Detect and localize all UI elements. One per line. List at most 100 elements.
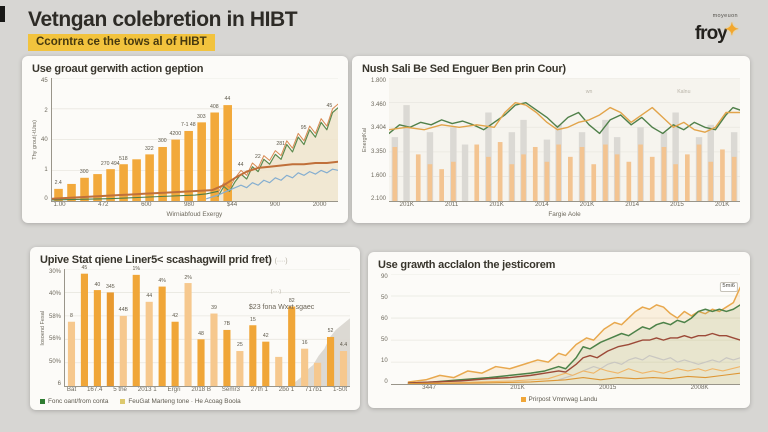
line-series bbox=[408, 373, 740, 383]
bar bbox=[66, 183, 76, 202]
bar bbox=[556, 144, 561, 202]
y-axis-ticks: 1.800 3.460 3.404 3.350 1.600 2.100 bbox=[371, 78, 386, 202]
y-tick: 3.350 bbox=[371, 148, 387, 155]
chart-title: Use grawth acclalon the jesticorem bbox=[378, 259, 740, 271]
bar bbox=[427, 164, 433, 202]
x-tick: 2014 bbox=[625, 201, 640, 209]
chart-title-text: Use groaut gerwith action geption bbox=[32, 63, 204, 75]
x-axis-ticks: 3447 201K 20015 2008K bbox=[391, 384, 740, 392]
chart-body: EnergtKal 1.800 3.460 3.404 3.350 1.600 2.100… bbox=[362, 78, 740, 218]
y-tick: 50% bbox=[49, 358, 62, 365]
chart-canvas bbox=[52, 78, 338, 202]
line-series bbox=[218, 108, 338, 197]
bar bbox=[509, 164, 515, 202]
chart-card-growth-action: Use groaut gerwith action geption Thy gr… bbox=[22, 56, 348, 223]
legend-label: FeuGat Marteng tone · He Acoag Boola bbox=[128, 398, 241, 405]
bar bbox=[544, 161, 550, 202]
bar bbox=[197, 122, 206, 202]
bar bbox=[485, 112, 492, 202]
chart-title: Use groaut gerwith action geption bbox=[32, 63, 338, 75]
chart-legend: Fonc oant/from conta FeuGat Marteng tone … bbox=[40, 394, 350, 405]
bar bbox=[301, 348, 309, 387]
x-tick: 600 bbox=[141, 201, 152, 209]
bar bbox=[171, 321, 179, 387]
bar bbox=[288, 306, 296, 387]
header-titles: Vetngan colebretion in HIBT Ccorntra ce … bbox=[28, 8, 298, 51]
legend-label: Prirpost Vmrrwag Landu bbox=[528, 396, 598, 403]
x-tick: Bat bbox=[66, 386, 77, 394]
chart-body: Iosoend Fesal 30% 40% 58% 56% 50% 6 8 45 40 345 4… bbox=[40, 265, 350, 394]
y-tick: 60 bbox=[381, 316, 388, 323]
bar bbox=[461, 144, 469, 202]
bar bbox=[579, 146, 585, 202]
legend-item: FeuGat Marteng tone · He Acoag Boola bbox=[120, 398, 241, 405]
x-tick: 2bo 1 bbox=[278, 386, 295, 394]
y-axis-ticks: 90 50 60 50 10 0 bbox=[381, 274, 388, 385]
chart-canvas bbox=[391, 274, 740, 385]
bar bbox=[603, 144, 608, 202]
x-tick: 2015 bbox=[670, 201, 684, 209]
x-tick: 472 bbox=[98, 201, 109, 209]
logo-text: froy bbox=[694, 22, 728, 44]
x-tick: 2000 bbox=[312, 201, 327, 209]
y-tick: 56% bbox=[49, 336, 62, 343]
bar bbox=[223, 105, 232, 202]
line-series bbox=[408, 305, 740, 383]
chart-title-suffix: (····) bbox=[274, 258, 288, 265]
bar bbox=[171, 139, 180, 202]
line-area-fill bbox=[408, 287, 740, 385]
chart-card-growth-lines: Use grawth acclalon the jesticorem 90 50 6… bbox=[368, 252, 750, 408]
bar bbox=[451, 161, 456, 202]
bar bbox=[53, 188, 63, 202]
bar bbox=[80, 273, 89, 387]
x-tick: 2011 bbox=[445, 201, 459, 209]
y-tick: 3.460 bbox=[371, 101, 387, 108]
y-tick: 1.800 bbox=[371, 78, 387, 84]
header: Vetngan colebretion in HIBT Ccorntra ce … bbox=[0, 0, 768, 51]
bar bbox=[439, 169, 445, 202]
bar bbox=[105, 169, 115, 202]
chart-title-text: Nush Sali Be Sed Enguer Ben prin Cour) bbox=[362, 63, 566, 75]
legend-swatch bbox=[520, 397, 526, 402]
x-tick: 167.4 bbox=[86, 386, 103, 394]
line-series bbox=[389, 103, 740, 133]
bar bbox=[184, 130, 193, 202]
bar bbox=[486, 156, 491, 202]
y-axis-ticks: 45 2 40 1 0 bbox=[41, 78, 48, 202]
bar bbox=[696, 144, 702, 202]
chart-canvas bbox=[65, 269, 350, 387]
x-tick: 201K bbox=[399, 201, 414, 209]
chart-card-energy-prices: Nush Sali Be Sed Enguer Ben prin Cour) E… bbox=[352, 56, 750, 223]
x-tick: 3447 bbox=[422, 384, 436, 392]
x-tick: Ergri bbox=[167, 386, 181, 394]
chart-title-text: Use grawth acclalon the jesticorem bbox=[378, 259, 556, 271]
bar bbox=[79, 177, 89, 202]
x-tick: 1-50t bbox=[333, 386, 348, 394]
bar bbox=[262, 341, 270, 387]
x-axis-ticks: 1.00 472 600 980 $44 900 2000 bbox=[51, 201, 338, 209]
y-tick: 30% bbox=[49, 269, 62, 275]
bar bbox=[403, 105, 410, 202]
legend-swatch bbox=[40, 399, 45, 404]
plot-area: wn Kalnu bbox=[389, 78, 740, 203]
chart-title: Upive Stat qiene Liner5< scashagwill pri… bbox=[40, 254, 350, 266]
legend-swatch bbox=[120, 399, 126, 404]
line-series bbox=[52, 191, 218, 200]
bar bbox=[392, 146, 398, 202]
y-axis-label: EnergtKal bbox=[362, 128, 368, 153]
y-tick: 3.404 bbox=[371, 125, 387, 132]
bar bbox=[314, 362, 322, 387]
chart-title-text: Upive Stat qiene Liner5< scashagwill pri… bbox=[40, 254, 272, 266]
bar bbox=[158, 286, 166, 387]
bar bbox=[568, 156, 573, 202]
chart-card-stat-share: Upive Stat qiene Liner5< scashagwill pri… bbox=[30, 247, 360, 410]
x-tick: 717b1 bbox=[305, 386, 323, 394]
x-tick: 27th 1 bbox=[250, 386, 268, 394]
bar bbox=[131, 159, 141, 202]
bar bbox=[327, 336, 335, 387]
logo-wordmark: froy✦ bbox=[694, 21, 739, 44]
x-tick: 1.00 bbox=[53, 201, 66, 209]
y-tick: 10 bbox=[381, 358, 388, 365]
x-axis-label: Wirniabfoud Exergy bbox=[166, 211, 223, 218]
bar bbox=[67, 321, 76, 387]
